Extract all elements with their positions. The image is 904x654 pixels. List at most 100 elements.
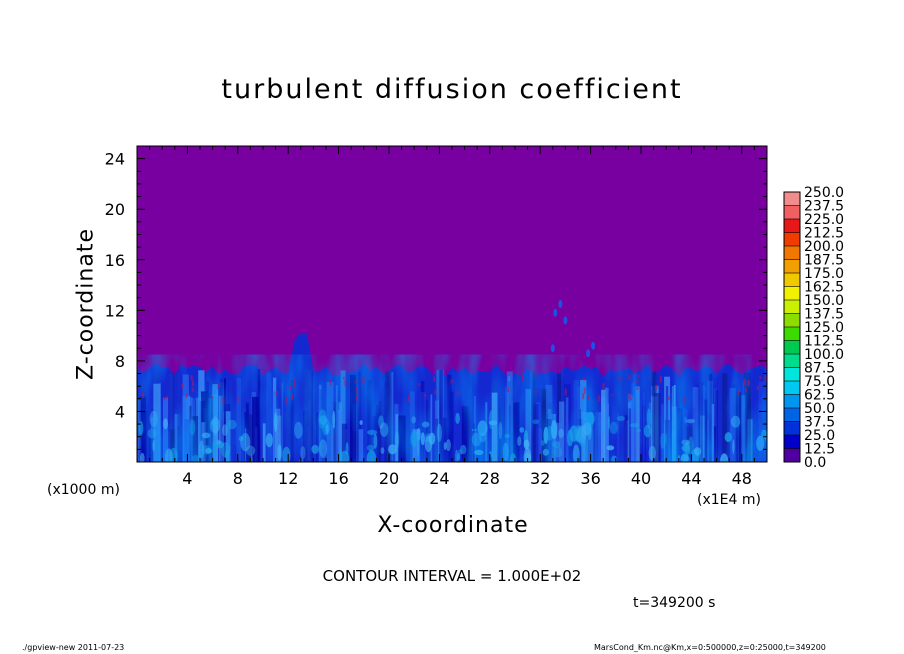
edge-mark: [582, 377, 585, 381]
colorbar-swatch: [784, 394, 800, 409]
edge-mark: [285, 397, 288, 404]
colorbar-label: 37.5: [804, 415, 835, 431]
x-tick-label: 4: [182, 469, 192, 488]
edge-mark: [636, 380, 639, 383]
colorbar-label: 25.0: [804, 428, 835, 444]
edge-mark: [628, 392, 631, 399]
edge-mark: [659, 375, 662, 383]
edge-mark: [191, 387, 194, 392]
colorbar-label: 237.5: [804, 199, 844, 215]
colorbar-swatch: [784, 421, 800, 436]
edge-mark: [667, 396, 670, 401]
edge-mark: [611, 393, 614, 396]
edge-mark: [211, 395, 214, 399]
edge-mark: [683, 397, 685, 403]
colorbar-label: 250.0: [804, 185, 844, 201]
edge-mark: [582, 393, 585, 400]
edge-mark: [181, 383, 184, 389]
edge-mark: [362, 376, 365, 384]
x-tick-label: 36: [580, 469, 600, 488]
colorbar-label: 12.5: [804, 442, 835, 458]
edge-mark: [238, 397, 241, 402]
edge-mark: [628, 374, 631, 380]
edge-mark: [456, 391, 459, 395]
edge-mark: [636, 387, 639, 390]
edge-mark: [192, 380, 194, 386]
colorbar-swatch: [784, 246, 800, 260]
edge-mark: [507, 387, 509, 393]
x-tick-label: 8: [233, 469, 243, 488]
edge-mark: [433, 376, 436, 382]
edge-mark: [222, 397, 225, 405]
colorbar-swatch: [784, 367, 800, 382]
colorbar-swatch: [784, 286, 800, 301]
edge-mark: [434, 390, 437, 395]
colorbar-swatch: [784, 259, 800, 274]
x-tick-label: 44: [681, 469, 701, 488]
x-tick-label: 16: [328, 469, 348, 488]
edge-mark: [587, 395, 590, 400]
edge-mark: [602, 382, 605, 390]
colorbar-label: 212.5: [804, 226, 844, 242]
colorbar-swatch: [784, 381, 800, 395]
y-tick-label: 16: [105, 251, 125, 270]
x-tick-label: 20: [379, 469, 399, 488]
x-unit-left: (x1000 m): [47, 482, 120, 498]
edge-mark: [759, 376, 762, 379]
y-tick-label: 8: [115, 352, 125, 371]
colorbar-label: 87.5: [804, 361, 835, 377]
colorbar: 250.0237.5225.0212.5200.0187.5175.0162.5…: [783, 185, 844, 471]
edge-mark: [275, 391, 278, 395]
colorbar-swatch: [784, 435, 800, 449]
isolated-blob: [553, 308, 558, 317]
isolated-blob: [550, 344, 555, 353]
edge-mark: [344, 380, 347, 387]
y-tick-label: 4: [115, 402, 125, 421]
edge-mark: [354, 380, 357, 384]
colorbar-label: 125.0: [804, 320, 844, 336]
x-axis-label: X-coordinate: [377, 513, 529, 538]
edge-mark: [764, 376, 767, 381]
edge-mark: [534, 390, 537, 394]
edge-mark: [355, 387, 358, 394]
heatmap-field: [137, 146, 767, 462]
edge-mark: [142, 391, 145, 398]
y-axis-label: Z-coordinate: [73, 228, 99, 380]
edge-mark: [598, 395, 601, 402]
colorbar-label: 150.0: [804, 293, 844, 309]
edge-mark: [744, 378, 747, 385]
edge-mark: [293, 380, 296, 387]
x-tick-label: 28: [480, 469, 500, 488]
edge-mark: [756, 385, 759, 390]
footer-left: ./gpview-new 2011-07-23: [22, 643, 125, 652]
time-label: t=349200 s: [633, 595, 716, 611]
colorbar-label: 162.5: [804, 280, 844, 296]
isolated-blob: [563, 316, 568, 325]
edge-mark: [288, 385, 291, 391]
edge-mark: [163, 397, 166, 401]
edge-mark: [342, 376, 345, 380]
colorbar-label: 175.0: [804, 266, 844, 282]
colorbar-label: 75.0: [804, 374, 835, 390]
edge-mark: [166, 396, 169, 399]
edge-mark: [291, 394, 293, 400]
colorbar-swatch: [784, 408, 800, 422]
x-tick-label: 40: [631, 469, 651, 488]
colorbar-label: 225.0: [804, 212, 844, 228]
edge-mark: [747, 380, 750, 387]
edge-mark: [564, 388, 567, 396]
y-tick-label: 20: [105, 200, 125, 219]
y-tick-label: 12: [105, 301, 125, 320]
colorbar-swatch: [784, 340, 800, 355]
edge-mark: [418, 383, 421, 386]
edge-mark: [407, 395, 410, 402]
x-tick-label: 24: [429, 469, 449, 488]
colorbar-label: 0.0: [804, 455, 826, 471]
edge-mark: [637, 375, 640, 378]
edge-mark: [618, 376, 621, 381]
chart-title: turbulent diffusion coefficient: [221, 74, 683, 105]
turbulence-texture: [137, 354, 767, 462]
